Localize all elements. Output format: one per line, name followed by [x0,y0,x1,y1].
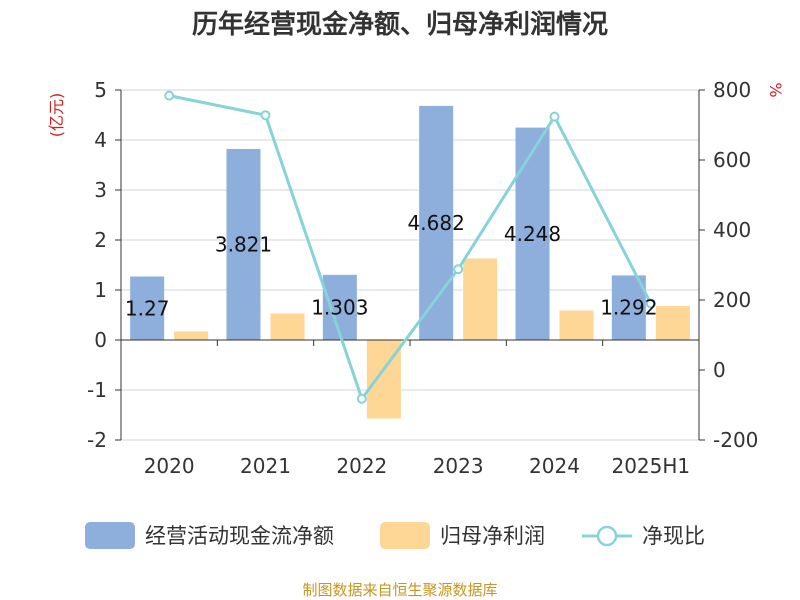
left-axis-tick-label: 1 [94,278,107,302]
left-axis-tick-label: 3 [94,178,107,202]
data-label-cashflow: 4.248 [504,222,561,246]
left-axis-unit: (亿元) [47,93,66,138]
chart-title: 历年经营现金净额、归母净利润情况 [192,9,608,40]
right-axis-unit: % [766,82,785,97]
left-axis-tick-label: 2 [94,228,107,252]
ratio-point [164,90,175,101]
data-label-cashflow: 4.682 [408,211,465,235]
bar-cashflow [226,148,261,340]
legend-swatch-profit [380,522,430,549]
x-axis-tick-label: 2025H1 [611,454,690,478]
ratio-point [356,393,367,404]
ratio-line [164,90,656,404]
x-axis-tick-label: 2022 [336,454,387,478]
right-axis-tick-label: 600 [713,148,751,172]
data-labels: 1.27 3.821 1.303 4.682 4.248 1.292 [125,211,658,320]
ratio-line-path [168,94,653,402]
bar-profit [655,306,690,340]
legend-swatch-cashflow [85,522,135,549]
bar-cashflow [515,127,550,340]
axes: -2 -1 0 1 2 3 4 5 -200 0 200 400 600 800 2020 2021 2022 2… [87,78,758,478]
right-axis-tick-label: 0 [713,358,726,382]
source-note: 制图数据来自恒生聚源数据库 [302,581,497,599]
bar-cashflow [322,274,357,340]
legend: 经营活动现金流净额 归母净利润 净现比 [85,522,705,549]
left-axis-tick-label: 5 [94,78,107,102]
legend-marker-ratio [596,525,618,547]
ratio-point [260,110,271,121]
data-label-cashflow: 1.303 [311,295,368,319]
bars [130,105,690,419]
x-axis-tick-label: 2023 [433,454,484,478]
legend-label-cashflow: 经营活动现金流净额 [145,524,334,548]
data-label-cashflow: 1.27 [125,296,170,320]
left-axis-tick-label: 0 [94,328,107,352]
left-axis-tick-label: 4 [94,128,107,152]
right-axis-tick-label: 200 [713,288,751,312]
bar-cashflow [611,275,646,340]
x-axis-tick-label: 2024 [529,454,580,478]
left-axis-tick-label: -2 [87,428,107,452]
bar-profit [174,331,209,340]
right-axis-tick-label: -200 [713,428,758,452]
right-axis-tick-label: 400 [713,218,751,242]
ratio-point [453,264,464,275]
right-axis-tick-label: 800 [713,78,751,102]
x-axis-tick-label: 2021 [240,454,291,478]
ratio-point [645,298,656,309]
left-axis-tick-label: -1 [87,378,107,402]
ratio-point [549,111,560,122]
legend-label-profit: 归母净利润 [440,524,545,548]
bar-cashflow [130,276,165,340]
data-label-cashflow: 1.292 [600,296,657,320]
bar-profit [559,310,594,340]
bar-profit [463,258,498,340]
x-axis-tick-label: 2020 [144,454,195,478]
legend-label-ratio: 净现比 [642,524,705,548]
bar-profit [270,313,305,340]
data-label-cashflow: 3.821 [215,232,272,256]
grid [121,89,699,441]
